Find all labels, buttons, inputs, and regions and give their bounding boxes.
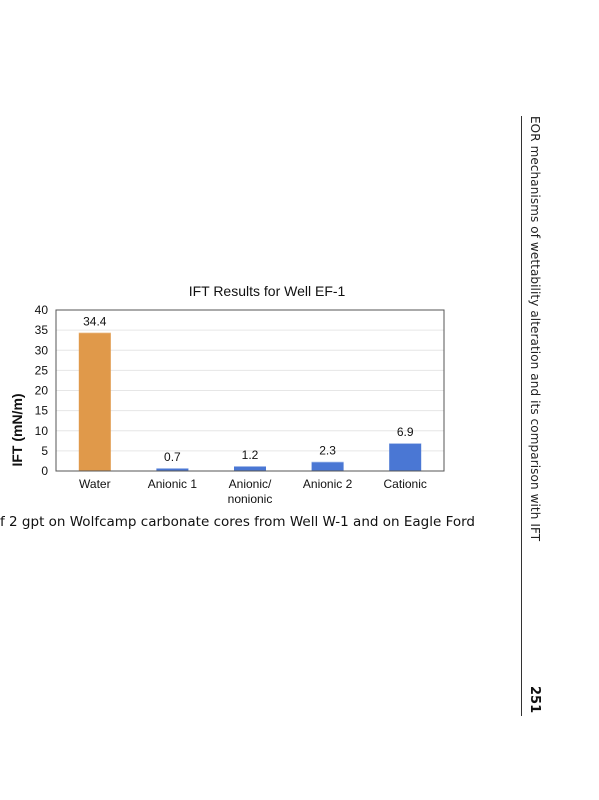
value-label: 2.3 bbox=[319, 444, 336, 458]
x-tick-label: Water bbox=[79, 477, 111, 491]
y-tick-label: 20 bbox=[35, 384, 49, 398]
bar bbox=[311, 461, 344, 471]
chart-title: IFT Results for Well EF-1 bbox=[189, 283, 346, 299]
y-tick-label: 15 bbox=[35, 404, 49, 418]
x-tick-label: Anionic 1 bbox=[148, 477, 198, 491]
page-number: 251 bbox=[527, 686, 542, 714]
y-tick-label: 5 bbox=[41, 444, 48, 458]
x-tick-label: Anionic/nonionic bbox=[228, 477, 273, 506]
ift-bar-chart: IFT Results for Well EF-1 IFT (mN/m) 0 5 1… bbox=[9, 283, 445, 506]
bars bbox=[78, 331, 422, 471]
figure-caption: f 2 gpt on Wolfcamp carbonate cores from… bbox=[0, 514, 475, 530]
gridlines bbox=[56, 329, 444, 452]
bar bbox=[156, 468, 189, 471]
bar bbox=[78, 332, 111, 471]
x-tick-label: Cationic bbox=[384, 477, 427, 491]
y-tick-labels: 0 5 10 15 20 25 30 35 40 bbox=[35, 303, 49, 478]
y-tick-label: 10 bbox=[35, 424, 49, 438]
value-label: 6.9 bbox=[397, 425, 414, 439]
y-tick-label: 40 bbox=[35, 303, 49, 317]
y-axis-label: IFT (mN/m) bbox=[9, 393, 25, 466]
y-tick-label: 0 bbox=[41, 464, 48, 478]
value-label: 34.4 bbox=[83, 315, 107, 329]
value-label: 1.2 bbox=[242, 448, 259, 462]
x-tick-labels: Water Anionic 1 Anionic/nonionic Anionic 2 C… bbox=[79, 477, 427, 506]
running-head-rule bbox=[521, 116, 522, 716]
y-tick-label: 35 bbox=[35, 323, 49, 337]
bar bbox=[234, 466, 266, 471]
value-label: 0.7 bbox=[164, 450, 181, 464]
value-labels: 34.4 0.7 1.2 2.3 6.9 bbox=[83, 315, 414, 465]
running-head: EOR mechanisms of wettability alteration… bbox=[528, 116, 542, 542]
y-tick-label: 30 bbox=[35, 343, 49, 357]
plot-frame bbox=[55, 309, 445, 472]
y-tick-label: 25 bbox=[35, 363, 49, 377]
bar bbox=[389, 443, 422, 471]
x-tick-label: Anionic 2 bbox=[303, 477, 353, 491]
